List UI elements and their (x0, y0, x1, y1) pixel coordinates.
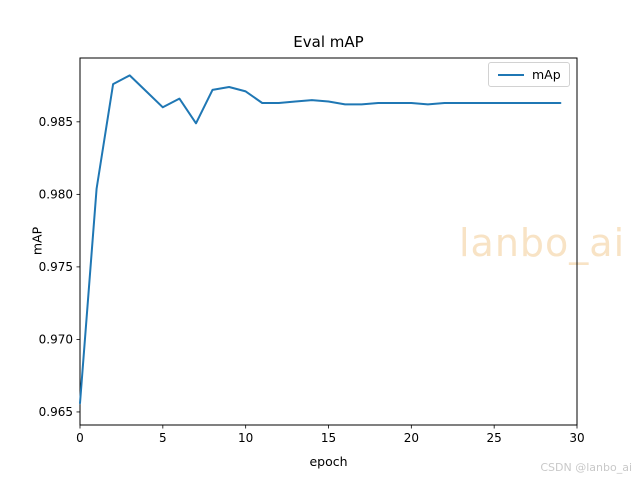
legend-line-sample-icon (498, 73, 524, 76)
legend-label: mAp (532, 67, 561, 82)
y-tick-label: 0.985 (39, 115, 73, 129)
y-tick-label: 0.975 (39, 260, 73, 274)
legend: mAp (488, 62, 570, 87)
y-tick-label: 0.980 (39, 187, 73, 201)
watermark-lanbo-ai: lanbo_ai (459, 221, 626, 265)
x-tick-label: 15 (321, 431, 336, 445)
axes-frame (79, 57, 578, 426)
x-tick-label: 30 (569, 431, 584, 445)
x-tick-label: 25 (487, 431, 502, 445)
watermark-csdn: CSDN @lanbo_ai (540, 461, 632, 474)
x-tick-label: 10 (238, 431, 253, 445)
chart-title: Eval mAP (293, 33, 364, 51)
y-tick-label: 0.970 (39, 332, 73, 346)
y-tick-label: 0.965 (39, 405, 73, 419)
x-tick-label: 5 (159, 431, 167, 445)
x-axis-label: epoch (309, 454, 348, 469)
x-tick-label: 20 (404, 431, 419, 445)
x-tick-label: 0 (76, 431, 84, 445)
data-line-mAp (79, 74, 562, 405)
